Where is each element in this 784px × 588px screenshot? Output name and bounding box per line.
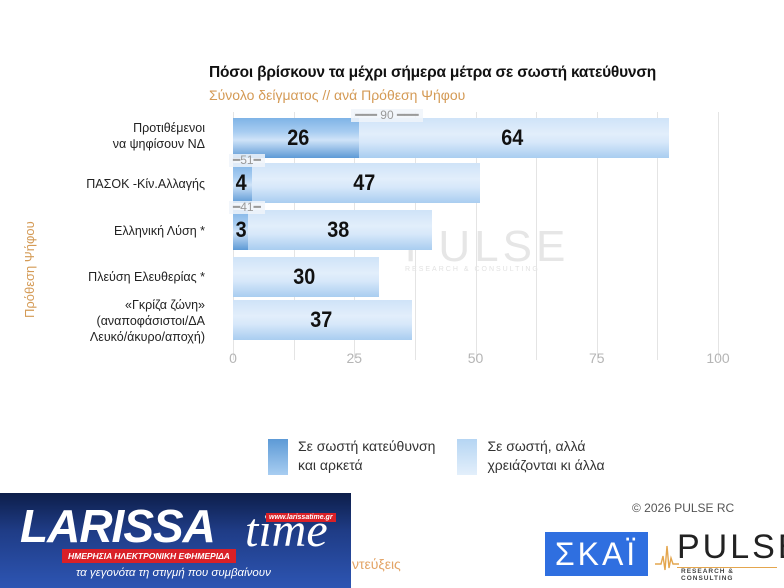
bar-row: 26 64 ━━━ 90 ━━━ [233,109,718,158]
gridline [718,112,719,360]
total-tag: ━━━ 90 ━━━ [351,108,423,122]
category-label-line: «Γκρίζα ζώνη» [125,298,205,312]
category-label: Πλεύση Ελευθερίας * [88,269,205,285]
total-tag: ━41━ [229,201,265,214]
total-value: 90 [380,108,394,122]
legend-light-line2: χρειάζονται κι άλλα [487,457,605,473]
bar-segment-dark [233,118,360,158]
legend-swatch-light [457,439,478,475]
legend-dark-line1: Σε σωστή κατεύθυνση [298,438,436,454]
y-axis-title: Πρόθεση Ψήφου [22,221,37,318]
legend-light-line1: Σε σωστή, αλλά [487,438,586,454]
banner-brand: LARISSA [20,500,216,552]
value-label-dark: 3 [235,217,247,242]
legend-item-light: Σε σωστή, αλλά χρειάζονται κι άλλα [457,437,605,475]
category-label-line: Πλεύση Ελευθερίας * [88,270,205,284]
bar-row: 3 38 ━41━ [229,201,718,250]
pulse-wave-icon [655,545,679,571]
category-label: Ελληνική Λύση * [114,223,205,239]
bar-segment-light [233,257,379,297]
larissatime-banner[interactable]: LARISSA time www.larissatime.gr ΗΜΕΡΗΣΙΑ… [0,493,351,588]
bar-segment-light [233,300,413,340]
x-tick-label: 25 [346,350,363,366]
pulse-logo: PULSE RESEARCH & CONSULTING [655,528,784,582]
category-label: ΠΑΣΟΚ -Κίν.Αλλαγής [86,176,205,192]
watermark-sub: RESEARCH & CONSULTING [405,266,540,273]
category-label-line: Προτιθέμενοι [133,121,205,135]
value-label-light: 30 [292,264,316,289]
copyright: © 2026 PULSE RC [632,501,735,515]
total-value: 51 [240,153,254,167]
plot-area: 0 25 50 75 100 26 64 ━━━ 90 ━━━ 4 47 ━51━ 3 38 ━41━ 30… [229,109,730,366]
category-label-line: ΠΑΣΟΚ -Κίν.Αλλαγής [86,177,205,191]
legend-item-dark: Σε σωστή κατεύθυνση και αρκετά [268,437,435,475]
legend: Σε σωστή κατεύθυνση και αρκετά Σε σωστή, … [268,437,605,475]
bar-segment-dark [233,210,248,250]
pulse-logo-word: PULSE [677,528,784,566]
x-tick-label: 100 [706,350,730,366]
pulse-logo-sub: RESEARCH & CONSULTING [681,568,734,582]
value-label-light: 37 [309,307,332,332]
bar-row: 37 [233,300,718,340]
gridline-minor [657,112,659,360]
gridline [596,112,598,360]
x-tick-label: 75 [588,350,605,366]
gridline [475,112,477,360]
gridline-minor [536,112,538,360]
x-tick-label: 50 [467,350,484,366]
bar-segment-light [247,210,432,250]
category-label-line: Ελληνική Λύση * [114,224,205,238]
bar-segment-dark [233,163,253,203]
banner-url[interactable]: www.larissatime.gr [266,513,336,522]
bar-segment-light [252,163,481,203]
total-tag: ━51━ [229,154,265,167]
value-label-light: 64 [501,125,524,150]
value-label-light: 47 [353,170,376,195]
skai-logo: ΣΚΑΪ [545,532,648,576]
category-label-line: να ψηφίσουν ΝΔ [112,137,205,151]
legend-swatch-dark [268,439,288,475]
chart-subtitle: Σύνολο δείγματος // ανά Πρόθεση Ψήφου [209,87,466,103]
bar-row: 4 47 ━51━ [229,154,718,203]
x-tick-label: 0 [229,350,237,366]
category-label-line: (αναποφάσιστοι/ΔΑ [96,314,205,328]
bar-segment-light [359,118,670,158]
total-value: 41 [240,200,254,214]
value-label-dark: 4 [235,170,247,195]
category-label: «Γκρίζα ζώνη» (αναποφάσιστοι/ΔΑ Λευκό/άκυρ… [90,297,205,345]
pulse-underline [677,567,777,568]
cropped-footer-text: ντεύξεις [352,556,401,572]
banner-brand-time: time [245,504,328,557]
banner-slogan: τα γεγονότα τη στιγμή που συμβαίνουν [76,567,271,579]
category-label: Προτιθέμενοι να ψηφίσουν ΝΔ [113,120,205,152]
banner-tagline: ΗΜΕΡΗΣΙΑ ΗΛΕΚΤΡΟΝΙΚΗ ΕΦΗΜΕΡΙΔΑ [62,549,236,563]
value-label-light: 38 [326,217,349,242]
value-label-dark: 26 [287,125,310,150]
legend-dark-line2: και αρκετά [298,457,363,473]
category-label-line: Λευκό/άκυρο/αποχή) [89,330,205,344]
bar-row: 30 [233,257,718,297]
chart-title: Πόσοι βρίσκουν τα μέχρι σήμερα μέτρα σε … [209,64,657,81]
